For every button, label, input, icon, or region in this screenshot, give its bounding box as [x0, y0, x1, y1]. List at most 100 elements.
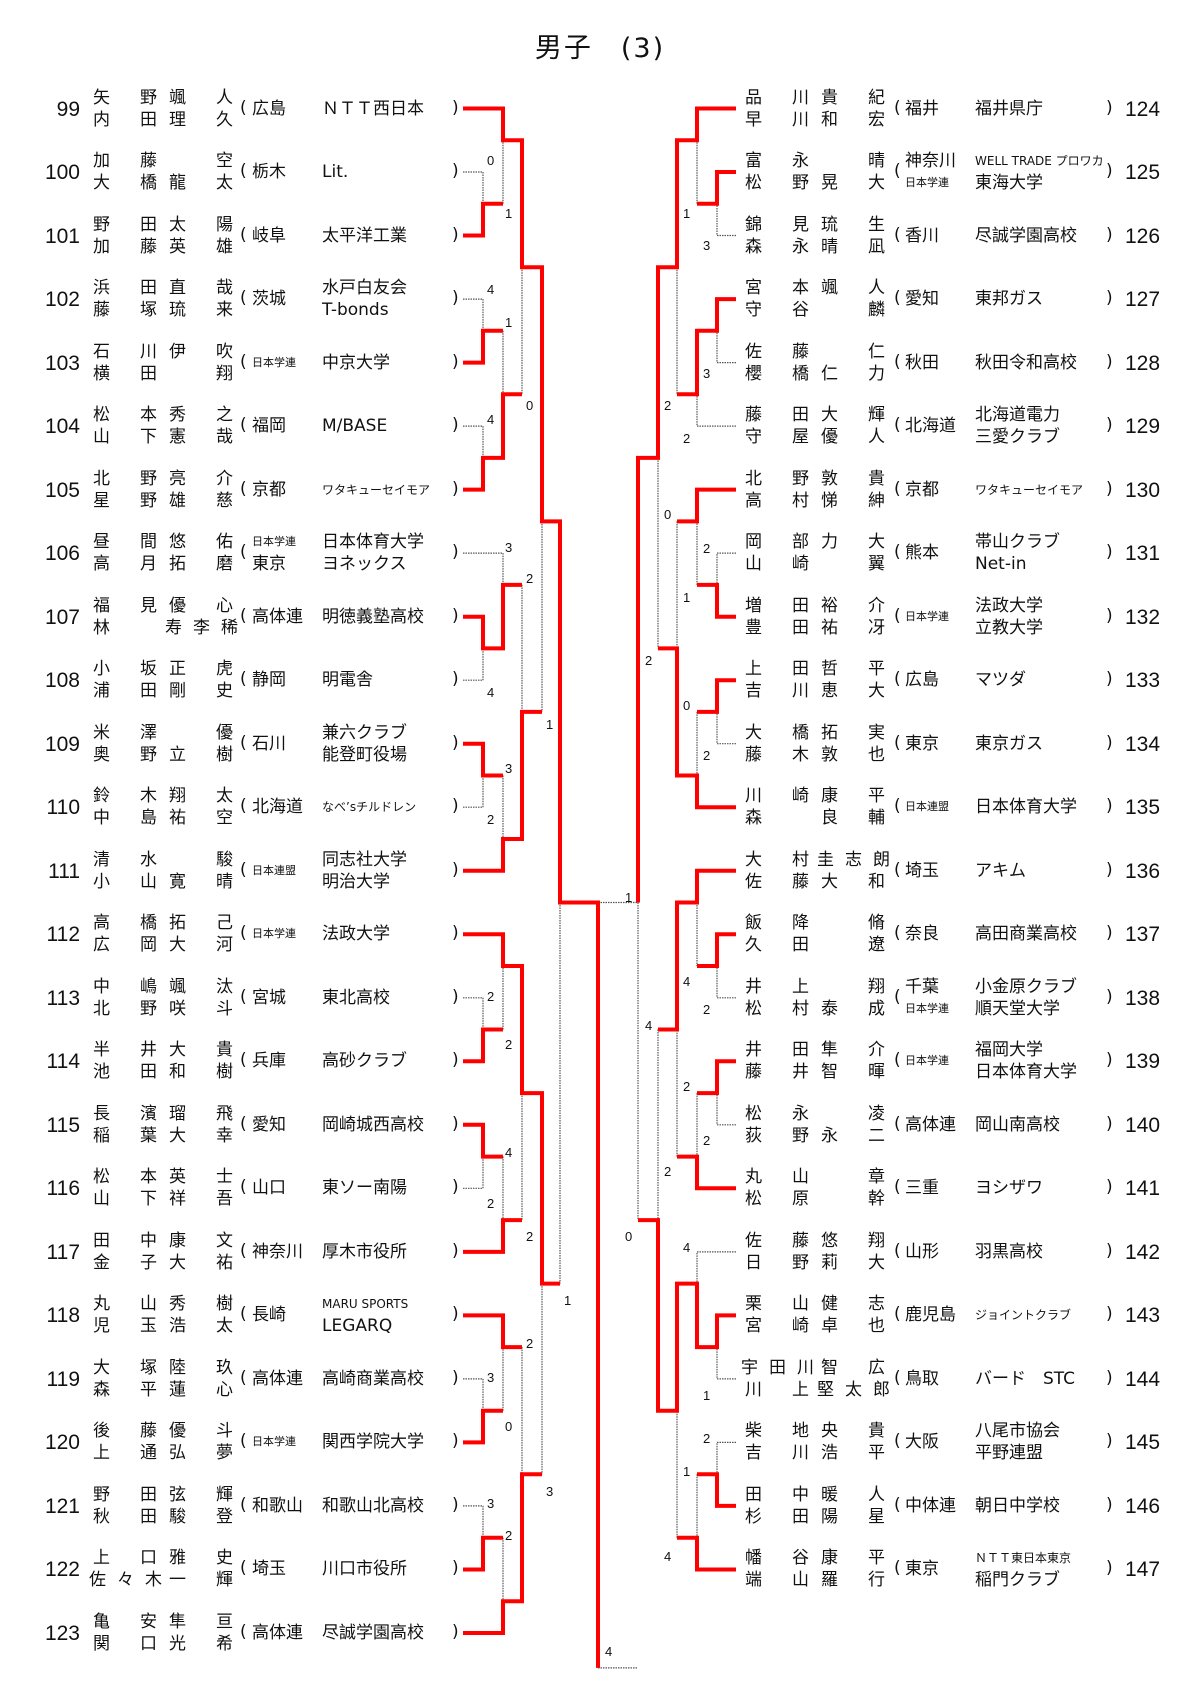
team-line: アキム	[975, 860, 1026, 881]
score-label: 0	[625, 1228, 633, 1244]
player-name: 宮本 颯人	[739, 277, 891, 299]
team-line: WELL TRADE プロワカ	[975, 154, 1104, 169]
prefecture-line: 高体連	[905, 1114, 956, 1135]
paren-close: )	[452, 288, 459, 309]
paren-close: )	[452, 478, 459, 499]
entry-102: 102 浜田 直哉 藤塚 琉来(茨城 水戸白友会 T-bonds)	[0, 277, 1200, 321]
paren-close: )	[452, 542, 459, 563]
prefecture-line: 和歌山	[252, 1495, 303, 1516]
entry-number: 147	[1125, 1558, 1161, 1582]
entry-number: 113	[46, 986, 80, 1010]
player-name: 石川 伊吹	[87, 341, 239, 363]
family-name: 半井	[93, 1040, 157, 1061]
paren-open: (	[240, 478, 247, 499]
team-name: 水戸白友会 T-bonds	[322, 277, 407, 321]
family-name: 佐々木	[89, 1570, 162, 1591]
team-line: 法政大学	[975, 595, 1043, 616]
paren-open: (	[894, 478, 901, 499]
player-name: 浦田 剛史	[87, 680, 239, 702]
player-name: 林 寿李稀	[87, 617, 239, 639]
score-label: 4	[683, 1240, 691, 1256]
entry-124: 124 品川 貴紀 早川 和宏(福井 福井県庁)	[0, 87, 1200, 131]
given-name: 翼	[868, 554, 885, 575]
player-names: 大橋 拓実 藤木 敦也	[739, 722, 891, 766]
player-name: 松原 幹	[739, 1188, 891, 1210]
player-name: 佐藤 仁	[739, 341, 891, 363]
loser-line	[696, 1251, 736, 1284]
entry-127: 127 宮本 颯人 守谷麟(愛知 東邦ガス)	[0, 277, 1200, 321]
family-name: 川上	[745, 1379, 809, 1400]
team-line: マツダ	[975, 670, 1026, 691]
entry-121: 121 野田 弦輝 秋田 駿登(和歌山 和歌山北高校)	[0, 1484, 1200, 1528]
paren-open: (	[240, 1558, 247, 1579]
paren-close: )	[1106, 1304, 1113, 1325]
loser-line	[463, 997, 484, 1030]
prefecture: 栃木	[252, 161, 322, 183]
team-line: 明治大学	[322, 871, 390, 892]
team-line: 和歌山北高校	[322, 1495, 424, 1516]
player-names: 田中 暖人 杉田 陽星	[739, 1484, 891, 1528]
winner-line	[697, 170, 736, 206]
family-name: 野田	[93, 214, 157, 235]
given-name: 寛晴	[169, 871, 233, 892]
entry-number: 106	[44, 542, 80, 566]
prefecture: 日本学連	[252, 923, 322, 945]
player-names: 上口 雅史 佐々木 一輝	[87, 1547, 239, 1591]
player-name: 大橋 龍太	[87, 172, 239, 194]
given-name: 琉生	[821, 214, 885, 235]
prefecture-line: 茨城	[252, 289, 286, 310]
entry-100: 100 加藤空大橋 龍太(栃木 Lit.)	[0, 150, 1200, 194]
entry-110: 110 鈴木 翔太 中島 祐空(北海道 なべ’sチルドレン)	[0, 785, 1200, 829]
team-name: 東邦ガス	[975, 288, 1043, 310]
player-name: 野田 弦輝	[87, 1484, 239, 1506]
team-name: 高崎商業高校	[322, 1368, 424, 1390]
winner-line	[463, 1313, 522, 1350]
player-names: 錦見 琉生 森永 晴凪	[739, 214, 891, 258]
player-name: 児玉 浩太	[87, 1315, 239, 1337]
family-name: 米澤	[93, 722, 157, 743]
given-name: 脩	[868, 913, 885, 934]
family-name: 北野	[93, 998, 157, 1019]
prefecture: 埼玉	[252, 1558, 322, 1580]
player-name: 森平 蓮心	[87, 1379, 239, 1401]
family-name: 石川	[93, 341, 157, 362]
team-name: 高砂クラブ	[322, 1050, 407, 1072]
given-name: 康文	[169, 1230, 233, 1251]
entry-142: 142 佐藤 悠翔 日野 莉大(山形 羽黒高校)	[0, 1230, 1200, 1274]
score-label: 4	[605, 1644, 613, 1660]
entry-number: 134	[1125, 732, 1161, 756]
prefecture: 熊本	[905, 542, 975, 564]
family-name: 上口	[93, 1548, 157, 1569]
team-name: Lit.	[322, 161, 348, 183]
team-line: 東京ガス	[975, 733, 1043, 754]
entry-131: 131 岡部 力大 山崎翼(熊本 帯山クラブ Net-in)	[0, 531, 1200, 575]
prefecture-line: 日本学連	[252, 1435, 296, 1449]
team-name: 東ソー南陽	[322, 1177, 407, 1199]
paren-open: (	[894, 351, 901, 372]
given-name: 健志	[821, 1294, 885, 1315]
entry-number: 118	[46, 1304, 80, 1328]
prefecture: 京都	[252, 479, 322, 501]
prefecture: 日本学連	[905, 1050, 975, 1072]
family-name: 栗山	[745, 1294, 809, 1315]
player-name: 宮崎 卓也	[739, 1315, 891, 1337]
prefecture: 高体連	[252, 1368, 322, 1390]
score-label: 1	[564, 1292, 572, 1308]
entry-108: 108 小坂 正虎 浦田 剛史(静岡 明電舎)	[0, 658, 1200, 702]
family-name: 中島	[93, 808, 157, 829]
team-line: 中京大学	[322, 352, 390, 373]
team-line: 岡山南高校	[975, 1114, 1060, 1135]
given-name: 正虎	[169, 659, 233, 680]
paren-open: (	[240, 986, 247, 1007]
loser-line	[463, 171, 484, 204]
family-name: 藤井	[745, 1062, 809, 1083]
entry-number: 141	[1125, 1177, 1161, 1201]
given-name: 颯汰	[169, 976, 233, 997]
prefecture: 日本学連 東京	[252, 531, 322, 575]
entry-101: 101 野田 太陽 加藤 英雄(岐阜 太平洋工業)	[0, 214, 1200, 258]
entry-113: 113 中嶋 颯汰 北野 咲斗(宮城 東北高校)	[0, 976, 1200, 1020]
given-name: 敦貴	[821, 468, 885, 489]
winner-line	[463, 741, 503, 778]
winner-line	[463, 709, 542, 873]
prefecture-line: 日本学連	[905, 176, 949, 190]
